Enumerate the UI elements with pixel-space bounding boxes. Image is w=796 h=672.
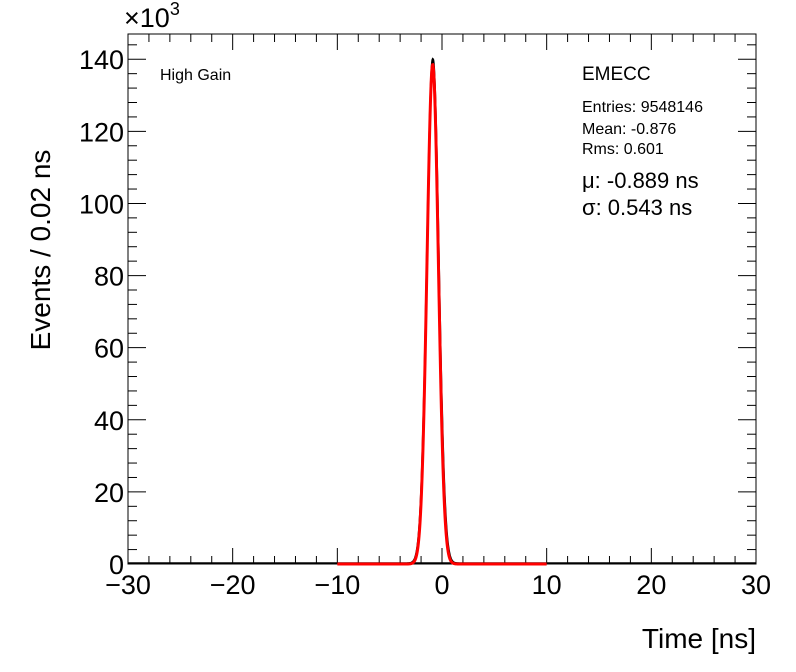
data-curves [128, 57, 756, 566]
stat-entries: Entries: 9548146 [582, 99, 703, 116]
y-axis-label: Events / 0.02 ns [25, 150, 56, 351]
stat-rms: Rms: 0.601 [582, 141, 664, 158]
axis-ticks [127, 34, 757, 565]
y-multiplier: ×103 [124, 0, 180, 33]
fit-mu: μ: -0.889 ns [582, 168, 699, 193]
x-tick-label: −30 [105, 570, 151, 600]
fit-series [337, 62, 547, 566]
fit-sigma: σ: 0.543 ns [582, 195, 692, 220]
x-tick-label: −20 [210, 570, 256, 600]
x-tick-labels: −30 −20 −10 0 10 20 30 [105, 570, 771, 600]
x-tick-label: 0 [434, 570, 449, 600]
gain-label: High Gain [160, 67, 231, 84]
y-tick-label: 20 [94, 478, 124, 508]
detector-name: EMECC [582, 64, 651, 85]
x-tick-label: 10 [532, 570, 562, 600]
stat-mean: Mean: -0.876 [582, 121, 676, 138]
y-tick-label: 80 [94, 262, 124, 292]
x-tick-label: −10 [314, 570, 360, 600]
y-tick-label: 100 [79, 189, 124, 219]
y-tick-label: 60 [94, 334, 124, 364]
x-tick-label: 20 [636, 570, 666, 600]
y-tick-label: 120 [79, 117, 124, 147]
x-tick-label: 30 [741, 570, 771, 600]
y-tick-label: 0 [109, 550, 124, 580]
y-tick-label: 40 [94, 406, 124, 436]
x-axis-label: Time [ns] [642, 623, 756, 654]
y-tick-labels: 0 20 40 60 80 100 120 140 [79, 45, 124, 580]
y-tick-label: 140 [79, 45, 124, 75]
